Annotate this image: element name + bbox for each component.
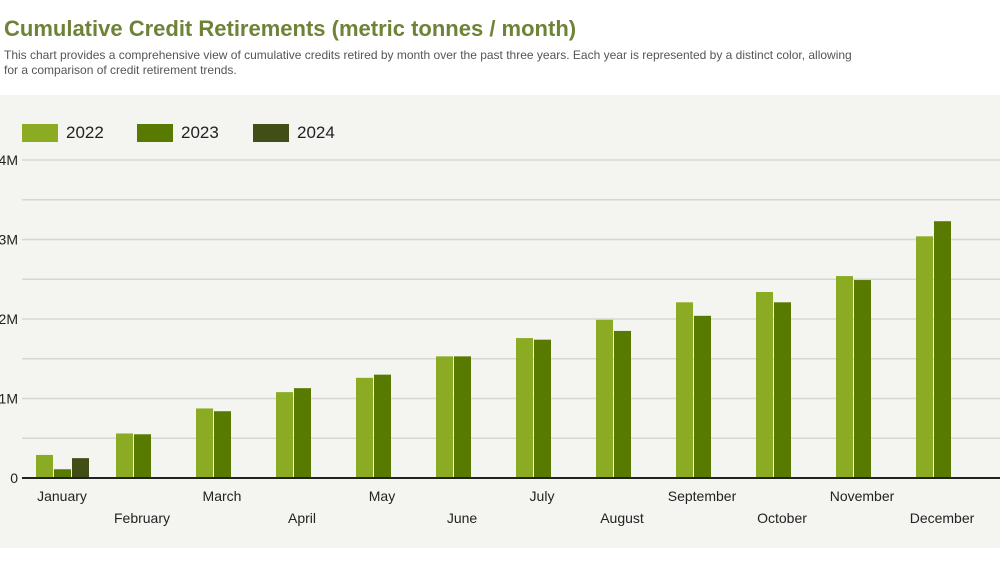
bar-2023-march xyxy=(214,411,231,478)
bar-2023-january xyxy=(54,469,71,478)
x-tick-label: April xyxy=(288,510,316,526)
x-tick-label: August xyxy=(600,510,644,526)
x-tick-label: November xyxy=(830,488,895,504)
x-tick-label: May xyxy=(369,488,395,504)
y-tick-label: 1M xyxy=(0,391,18,407)
bar-2023-november xyxy=(854,280,871,478)
bar-2022-march xyxy=(196,408,213,478)
legend-item-2022[interactable]: 2022 xyxy=(22,123,104,143)
x-tick-label: June xyxy=(447,510,478,526)
bar-2022-october xyxy=(756,291,773,478)
legend-label: 2023 xyxy=(181,123,219,142)
y-tick-label: 0 xyxy=(10,470,18,486)
bar-2022-november xyxy=(836,276,853,478)
legend-swatch-2023 xyxy=(137,124,173,142)
y-tick-label: 4M xyxy=(0,152,18,168)
bar-2022-june xyxy=(436,356,453,478)
bar-2023-april xyxy=(294,388,311,478)
bar-2024-january xyxy=(72,458,89,478)
legend-label: 2024 xyxy=(297,123,335,142)
x-tick-label: January xyxy=(37,488,87,504)
chart-description-line-2: for a comparison of credit retirement tr… xyxy=(4,63,237,77)
bar-2023-august xyxy=(614,330,631,478)
y-tick-label: 2M xyxy=(0,311,18,327)
x-tick-label: October xyxy=(757,510,807,526)
chart-panel xyxy=(0,95,1000,548)
bar-2023-february xyxy=(134,434,151,478)
bar-2023-september xyxy=(694,315,711,478)
bar-2023-may xyxy=(374,374,391,478)
bar-2022-july xyxy=(516,338,533,478)
chart-title: Cumulative Credit Retirements (metric to… xyxy=(4,16,577,41)
bar-2022-august xyxy=(596,319,613,478)
x-tick-label: September xyxy=(668,488,737,504)
legend-swatch-2022 xyxy=(22,124,58,142)
bar-2023-october xyxy=(774,302,791,478)
x-tick-label: March xyxy=(203,488,242,504)
bar-2022-december xyxy=(916,236,933,478)
bar-2022-january xyxy=(36,454,53,478)
bar-2022-february xyxy=(116,433,133,478)
bar-2023-june xyxy=(454,356,471,478)
legend-item-2023[interactable]: 2023 xyxy=(137,123,219,143)
legend-item-2024[interactable]: 2024 xyxy=(253,123,335,143)
x-tick-label: February xyxy=(114,510,170,526)
bar-2023-december xyxy=(934,221,951,478)
x-tick-label: December xyxy=(910,510,975,526)
chart-description-line-1: This chart provides a comprehensive view… xyxy=(4,48,852,62)
legend-label: 2022 xyxy=(66,123,104,142)
y-tick-label: 3M xyxy=(0,232,18,248)
chart-description: This chart provides a comprehensive view… xyxy=(4,48,994,78)
bar-2022-may xyxy=(356,377,373,478)
bar-2023-july xyxy=(534,339,551,478)
legend-swatch-2024 xyxy=(253,124,289,142)
x-tick-label: July xyxy=(530,488,555,504)
bar-2022-april xyxy=(276,392,293,478)
bar-2022-september xyxy=(676,302,693,478)
